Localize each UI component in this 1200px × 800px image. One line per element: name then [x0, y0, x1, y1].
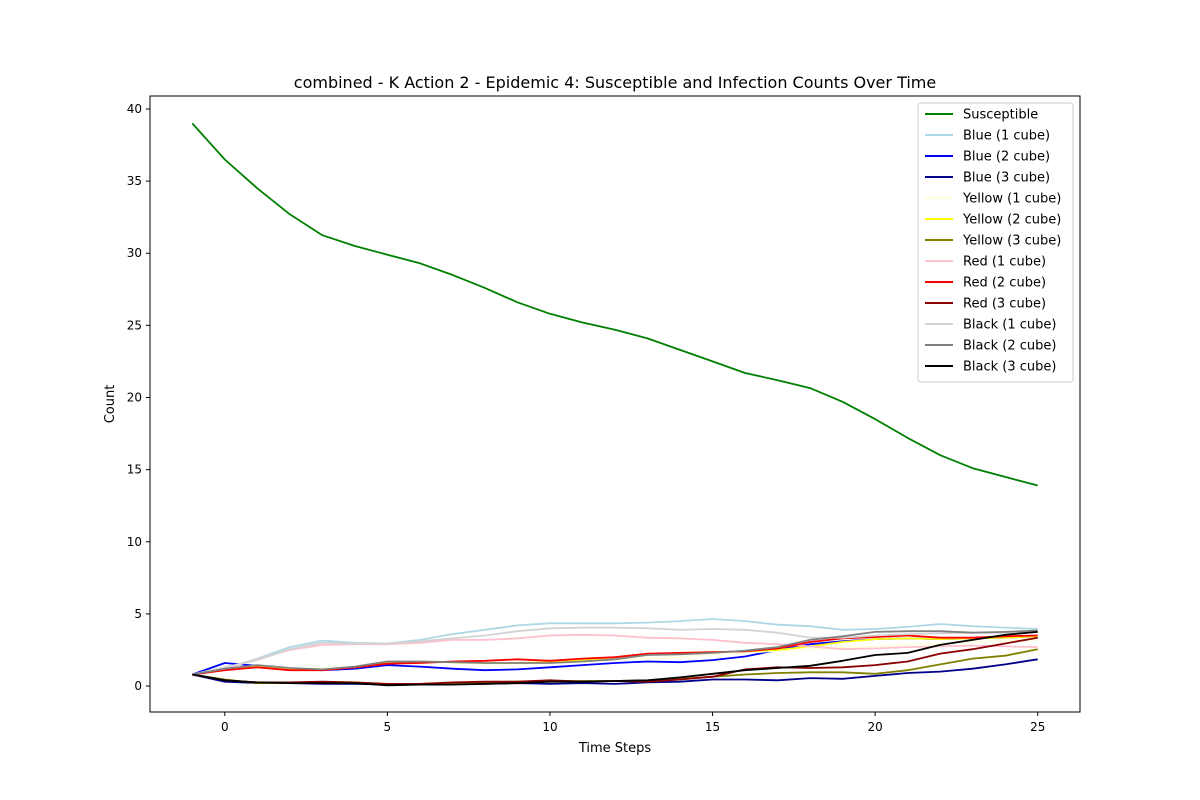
y-tick-label: 30 — [127, 246, 142, 260]
legend-label-red-3-cube: Red (3 cube) — [963, 297, 1046, 312]
x-tick-label: 0 — [221, 720, 229, 734]
legend-label-blue-3-cube: Blue (3 cube) — [963, 171, 1050, 186]
series-line-susceptible — [191, 122, 1038, 487]
series-line-blue-1-cube — [192, 618, 1038, 676]
series-line-black-3-cube — [192, 631, 1038, 687]
y-tick-label: 0 — [134, 679, 142, 693]
y-axis-ticks: 0 5 10 15 20 25 30 35 40 — [127, 102, 150, 693]
legend-label-black-3-cube: Black (3 cube) — [963, 360, 1057, 375]
y-tick-label: 25 — [127, 318, 142, 332]
legend-box — [917, 102, 1074, 383]
legend-label-susceptible: Susceptible — [963, 108, 1038, 123]
x-tick-label: 5 — [384, 720, 392, 734]
legend-label-yellow-1-cube: Yellow (1 cube) — [962, 192, 1061, 207]
legend-label-red-2-cube: Red (2 cube) — [963, 276, 1046, 291]
series-line-black-1-cube — [192, 626, 1038, 676]
x-tick-label: 15 — [705, 720, 720, 734]
legend-label-blue-2-cube: Blue (2 cube) — [963, 150, 1050, 165]
legend-label-yellow-3-cube: Yellow (3 cube) — [962, 234, 1061, 249]
x-tick-label: 25 — [1030, 720, 1045, 734]
axes-frame — [149, 95, 1081, 713]
y-tick-label: 20 — [127, 391, 142, 405]
series-layer — [191, 122, 1038, 687]
x-axis-ticks: 0 5 10 15 20 25 — [221, 712, 1045, 734]
legend-label-black-2-cube: Black (2 cube) — [963, 339, 1057, 354]
chart-title: combined - K Action 2 - Epidemic 4: Susc… — [294, 73, 936, 92]
y-axis-label: Count — [103, 385, 118, 424]
y-tick-label: 15 — [127, 463, 142, 477]
x-tick-label: 20 — [867, 720, 882, 734]
series-line-red-1-cube — [192, 633, 1038, 677]
legend-label-black-1-cube: Black (1 cube) — [963, 318, 1057, 333]
x-tick-label: 10 — [542, 720, 557, 734]
y-tick-label: 35 — [127, 174, 142, 188]
series-line-yellow-3-cube — [192, 648, 1038, 685]
x-axis-label: Time Steps — [578, 741, 652, 756]
y-tick-label: 5 — [134, 607, 142, 621]
series-line-black-2-cube — [192, 629, 1038, 676]
legend: Susceptible Blue (1 cube) Blue (2 cube) Blu… — [917, 102, 1074, 383]
legend-label-red-1-cube: Red (1 cube) — [963, 255, 1046, 270]
plot-area — [149, 95, 1081, 713]
y-tick-label: 10 — [127, 535, 142, 549]
y-tick-label: 40 — [127, 102, 142, 116]
legend-label-yellow-2-cube: Yellow (2 cube) — [962, 213, 1061, 228]
legend-label-blue-1-cube: Blue (1 cube) — [963, 129, 1050, 144]
